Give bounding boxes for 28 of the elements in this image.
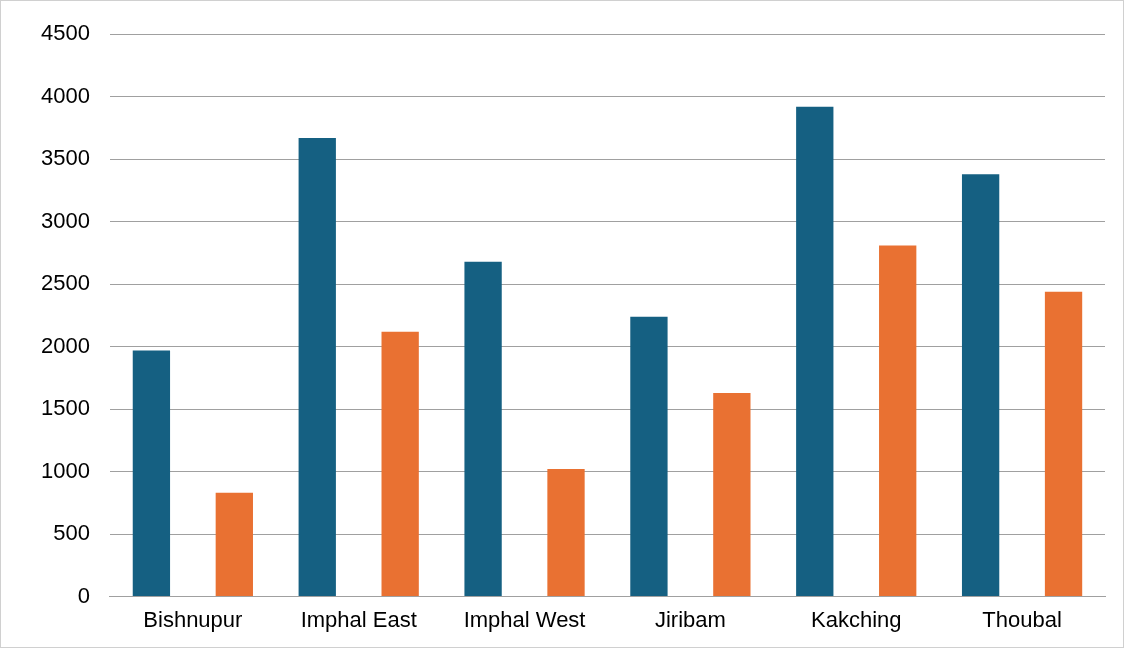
y-tick-label: 2000 bbox=[40, 332, 90, 358]
bar bbox=[713, 392, 751, 597]
x-tick-label: Jiribam bbox=[654, 606, 726, 632]
y-tick-label: 1000 bbox=[40, 457, 90, 483]
bar bbox=[132, 350, 171, 597]
y-tick-label: 3000 bbox=[40, 207, 90, 233]
bar bbox=[215, 492, 253, 597]
x-tick-label: Thoubal bbox=[982, 606, 1062, 632]
x-tick-label: Bishnupur bbox=[143, 606, 243, 632]
x-tick-label: Imphal East bbox=[300, 606, 417, 632]
y-tick-label: 3500 bbox=[40, 145, 90, 171]
bar bbox=[381, 331, 419, 597]
y-tick-label: 0 bbox=[77, 582, 90, 608]
bar bbox=[796, 106, 834, 597]
x-tick-label: Kakching bbox=[810, 606, 902, 632]
bar bbox=[630, 316, 668, 597]
y-tick-label: 2500 bbox=[40, 270, 90, 296]
x-tick-label: Imphal West bbox=[463, 606, 586, 632]
bar bbox=[1044, 291, 1083, 597]
y-tick-label: 4500 bbox=[40, 20, 90, 46]
y-tick-label: 1500 bbox=[40, 395, 90, 421]
y-tick-label: 500 bbox=[53, 520, 90, 546]
bar bbox=[464, 261, 502, 597]
bar bbox=[547, 469, 585, 597]
bar bbox=[961, 174, 1000, 597]
bar bbox=[298, 137, 336, 597]
bar bbox=[879, 245, 917, 597]
y-tick-label: 4000 bbox=[40, 82, 90, 108]
